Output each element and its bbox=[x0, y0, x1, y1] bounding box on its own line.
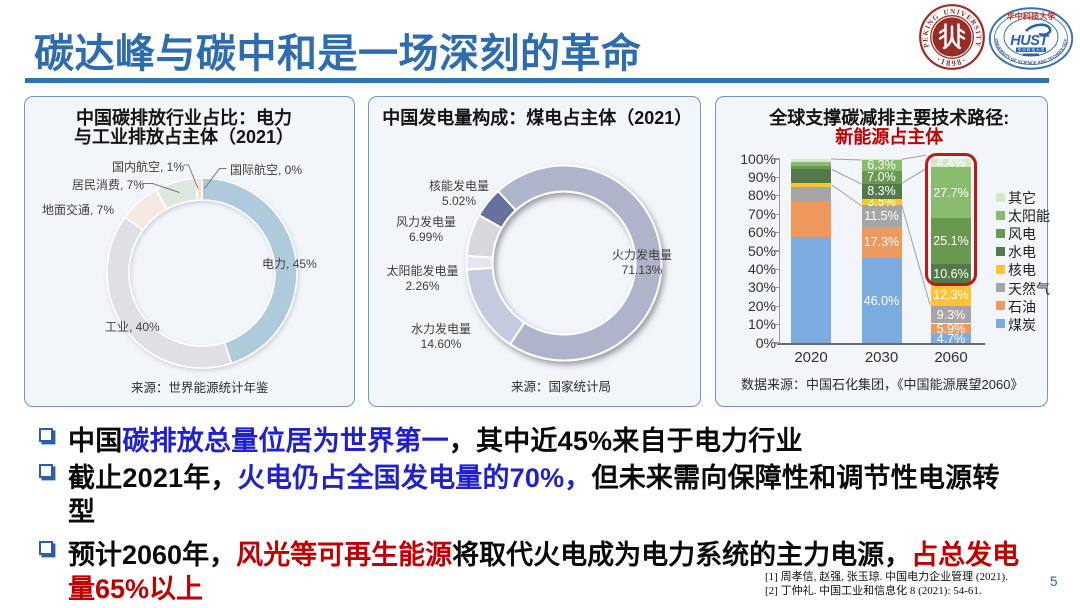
svg-text:华中科技大学: 华中科技大学 bbox=[1006, 11, 1055, 21]
svg-text:HUST: HUST bbox=[1010, 33, 1049, 49]
svg-text:·1898·: ·1898· bbox=[935, 55, 969, 68]
svg-text:华 中 科 技 大 学: 华 中 科 技 大 学 bbox=[1018, 47, 1045, 52]
